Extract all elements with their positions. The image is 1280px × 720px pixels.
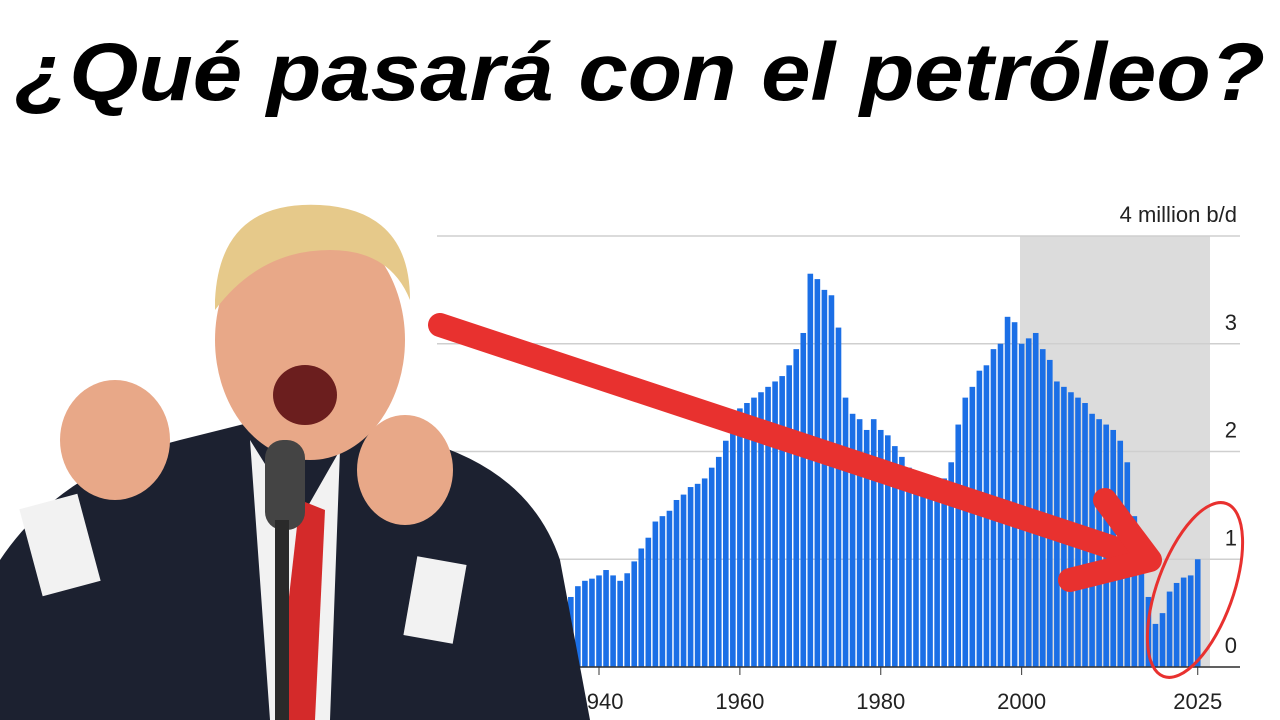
bar bbox=[863, 429, 870, 667]
bar bbox=[1047, 359, 1053, 667]
bar bbox=[708, 467, 715, 667]
bar bbox=[631, 561, 638, 667]
bar bbox=[842, 397, 849, 667]
x-tick-label: 2000 bbox=[997, 689, 1046, 714]
bar bbox=[751, 397, 757, 667]
bar bbox=[976, 370, 983, 667]
bar bbox=[1039, 349, 1046, 667]
bar bbox=[673, 499, 680, 667]
bar bbox=[779, 376, 785, 667]
bar bbox=[652, 521, 659, 667]
bar bbox=[603, 570, 609, 667]
bar bbox=[1194, 559, 1201, 667]
x-tick-label: 2025 bbox=[1173, 689, 1222, 714]
bar bbox=[885, 435, 891, 667]
y-tick-label: 1 bbox=[1225, 525, 1237, 550]
bar bbox=[800, 332, 807, 667]
bar bbox=[962, 397, 969, 667]
x-tick-label: 1960 bbox=[715, 689, 764, 714]
bar bbox=[1187, 575, 1194, 667]
bar bbox=[1138, 548, 1145, 667]
bar bbox=[638, 548, 645, 667]
bar bbox=[659, 516, 666, 667]
bar bbox=[617, 580, 623, 667]
bar bbox=[694, 483, 701, 667]
bar bbox=[1025, 338, 1032, 667]
bar bbox=[877, 429, 884, 667]
bar bbox=[934, 489, 940, 667]
bar bbox=[948, 462, 955, 667]
bar bbox=[772, 381, 778, 667]
bar bbox=[927, 494, 933, 667]
bar bbox=[835, 327, 842, 667]
bar bbox=[870, 419, 877, 667]
bar bbox=[730, 429, 736, 667]
bar bbox=[913, 478, 919, 667]
arrow bbox=[428, 313, 1162, 592]
bar bbox=[765, 386, 771, 667]
bar bbox=[701, 478, 708, 667]
bar bbox=[1032, 332, 1039, 667]
bar bbox=[596, 575, 602, 667]
bar bbox=[715, 456, 722, 667]
bar bbox=[1152, 623, 1159, 667]
bar bbox=[920, 489, 926, 667]
bar bbox=[722, 440, 729, 667]
bar bbox=[737, 408, 743, 667]
bar bbox=[575, 586, 581, 667]
person-photo bbox=[0, 204, 590, 720]
bar bbox=[969, 386, 976, 667]
bar bbox=[793, 349, 800, 667]
bar bbox=[1173, 582, 1180, 667]
bar bbox=[892, 446, 898, 667]
bar bbox=[821, 289, 828, 667]
bar bbox=[1180, 577, 1187, 667]
bar bbox=[828, 295, 835, 667]
title: ¿Qué pasará con el petróleo? bbox=[15, 27, 1265, 118]
bar bbox=[807, 273, 814, 667]
bar bbox=[645, 537, 652, 667]
y-tick-label: 4 million b/d bbox=[1120, 202, 1237, 227]
bar bbox=[589, 578, 595, 667]
bar bbox=[582, 580, 588, 667]
y-tick-label: 0 bbox=[1225, 633, 1237, 658]
bar bbox=[814, 279, 821, 667]
bar bbox=[899, 456, 905, 667]
bar bbox=[849, 413, 856, 667]
bar bbox=[744, 403, 750, 667]
bar bbox=[666, 510, 673, 667]
bar bbox=[1131, 516, 1138, 667]
y-tick-label: 2 bbox=[1225, 418, 1237, 443]
bar bbox=[906, 467, 912, 667]
highlight-circle bbox=[1145, 501, 1245, 679]
bar bbox=[955, 424, 962, 667]
bar bbox=[941, 478, 947, 667]
bar bbox=[786, 365, 792, 667]
bar bbox=[624, 573, 630, 667]
bar bbox=[758, 392, 764, 667]
bar bbox=[680, 494, 687, 667]
bar bbox=[610, 575, 616, 667]
bar bbox=[856, 419, 863, 667]
bar bbox=[1159, 613, 1166, 667]
bar bbox=[1004, 316, 1011, 667]
bar bbox=[1011, 322, 1018, 667]
y-tick-label: 3 bbox=[1225, 310, 1237, 335]
bar bbox=[687, 487, 694, 667]
x-tick-label: 1980 bbox=[856, 689, 905, 714]
bar bbox=[1166, 591, 1173, 667]
